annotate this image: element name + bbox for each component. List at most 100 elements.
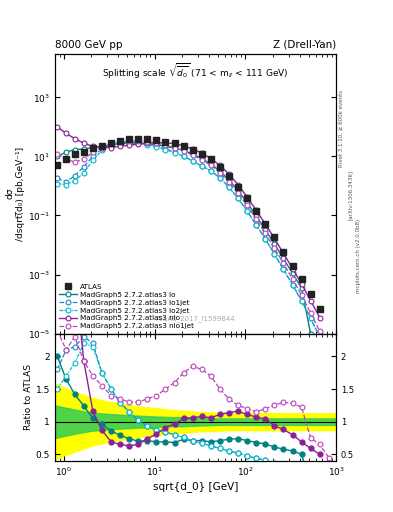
MadGraph5 2.7.2.atlas3 nlo [308, 297, 313, 304]
MadGraph5 2.7.2.atlas3 nlo1jet [254, 216, 259, 222]
MadGraph5 2.7.2.atlas3 nlo1jet [290, 276, 295, 282]
MadGraph5 2.7.2.atlas3 lo [272, 241, 277, 247]
ATLAS [90, 145, 95, 151]
MadGraph5 2.7.2.atlas3 lo2jet [190, 158, 195, 164]
ATLAS [72, 151, 77, 157]
ATLAS [208, 156, 213, 162]
MadGraph5 2.7.2.atlas3 lo [99, 143, 104, 150]
MadGraph5 2.7.2.atlas3 lo2jet [290, 282, 295, 288]
MadGraph5 2.7.2.atlas3 lo [227, 177, 231, 183]
ATLAS [118, 138, 123, 144]
MadGraph5 2.7.2.atlas3 nlo [127, 142, 132, 148]
MadGraph5 2.7.2.atlas3 nlo [154, 140, 159, 146]
MadGraph5 2.7.2.atlas3 nlo [72, 136, 77, 142]
MadGraph5 2.7.2.atlas3 lo [317, 351, 322, 357]
Line: MadGraph5 2.7.2.atlas3 lo2jet: MadGraph5 2.7.2.atlas3 lo2jet [55, 139, 331, 360]
MadGraph5 2.7.2.atlas3 nlo [172, 141, 177, 147]
MadGraph5 2.7.2.atlas3 lo2jet [136, 140, 141, 146]
MadGraph5 2.7.2.atlas3 nlo [281, 250, 286, 256]
MadGraph5 2.7.2.atlas3 lo [64, 149, 68, 155]
MadGraph5 2.7.2.atlas3 nlo1jet [181, 148, 186, 154]
MadGraph5 2.7.2.atlas3 lo2jet [281, 266, 286, 272]
MadGraph5 2.7.2.atlas3 lo2jet [90, 157, 95, 163]
Line: MadGraph5 2.7.2.atlas3 lo1jet: MadGraph5 2.7.2.atlas3 lo1jet [55, 139, 331, 359]
MadGraph5 2.7.2.atlas3 lo [218, 168, 222, 174]
ATLAS [109, 140, 114, 146]
Text: ATLAS_2017_I1599844: ATLAS_2017_I1599844 [156, 316, 235, 323]
MadGraph5 2.7.2.atlas3 lo1jet [200, 163, 204, 169]
ATLAS [218, 164, 222, 170]
MadGraph5 2.7.2.atlas3 nlo1jet [55, 151, 60, 157]
MadGraph5 2.7.2.atlas3 nlo [263, 221, 268, 227]
Text: Z (Drell-Yan): Z (Drell-Yan) [273, 39, 336, 50]
MadGraph5 2.7.2.atlas3 nlo1jet [81, 156, 86, 162]
ATLAS [236, 183, 241, 189]
MadGraph5 2.7.2.atlas3 nlo [236, 182, 241, 188]
ATLAS [299, 276, 304, 282]
MadGraph5 2.7.2.atlas3 nlo [90, 143, 95, 150]
MadGraph5 2.7.2.atlas3 lo [236, 187, 241, 194]
MadGraph5 2.7.2.atlas3 nlo1jet [208, 162, 213, 168]
ATLAS [145, 136, 150, 142]
MadGraph5 2.7.2.atlas3 nlo [118, 143, 123, 150]
ATLAS [64, 156, 68, 162]
MadGraph5 2.7.2.atlas3 lo [81, 146, 86, 152]
MadGraph5 2.7.2.atlas3 lo2jet [154, 144, 159, 150]
MadGraph5 2.7.2.atlas3 nlo [136, 141, 141, 147]
MadGraph5 2.7.2.atlas3 lo1jet [272, 251, 277, 257]
MadGraph5 2.7.2.atlas3 lo1jet [299, 297, 304, 304]
MadGraph5 2.7.2.atlas3 nlo1jet [172, 144, 177, 151]
ATLAS [172, 140, 177, 146]
MadGraph5 2.7.2.atlas3 lo2jet [299, 297, 304, 304]
MadGraph5 2.7.2.atlas3 lo2jet [99, 147, 104, 154]
MadGraph5 2.7.2.atlas3 lo1jet [109, 141, 114, 147]
MadGraph5 2.7.2.atlas3 lo2jet [272, 251, 277, 257]
Legend: ATLAS, MadGraph5 2.7.2.atlas3 lo, MadGraph5 2.7.2.atlas3 lo1jet, MadGraph5 2.7.2: ATLAS, MadGraph5 2.7.2.atlas3 lo, MadGra… [58, 283, 196, 331]
ATLAS [290, 263, 295, 269]
MadGraph5 2.7.2.atlas3 lo1jet [145, 141, 150, 147]
MadGraph5 2.7.2.atlas3 nlo1jet [145, 138, 150, 144]
MadGraph5 2.7.2.atlas3 lo2jet [245, 208, 250, 214]
MadGraph5 2.7.2.atlas3 lo [118, 141, 123, 147]
Line: MadGraph5 2.7.2.atlas3 nlo1jet: MadGraph5 2.7.2.atlas3 nlo1jet [55, 138, 331, 354]
MadGraph5 2.7.2.atlas3 nlo [81, 140, 86, 146]
MadGraph5 2.7.2.atlas3 nlo [200, 150, 204, 156]
MadGraph5 2.7.2.atlas3 nlo1jet [118, 139, 123, 145]
MadGraph5 2.7.2.atlas3 nlo1jet [64, 156, 68, 162]
MadGraph5 2.7.2.atlas3 lo2jet [254, 222, 259, 228]
MadGraph5 2.7.2.atlas3 nlo1jet [272, 245, 277, 251]
MadGraph5 2.7.2.atlas3 nlo [208, 156, 213, 162]
Line: MadGraph5 2.7.2.atlas3 nlo: MadGraph5 2.7.2.atlas3 nlo [55, 124, 322, 320]
MadGraph5 2.7.2.atlas3 lo [154, 142, 159, 148]
ATLAS [99, 143, 104, 149]
MadGraph5 2.7.2.atlas3 nlo [254, 207, 259, 214]
ATLAS [263, 221, 268, 227]
MadGraph5 2.7.2.atlas3 lo2jet [308, 315, 313, 322]
MadGraph5 2.7.2.atlas3 lo [290, 270, 295, 276]
MadGraph5 2.7.2.atlas3 lo2jet [181, 154, 186, 160]
MadGraph5 2.7.2.atlas3 lo2jet [64, 182, 68, 188]
MadGraph5 2.7.2.atlas3 nlo1jet [317, 328, 322, 334]
MadGraph5 2.7.2.atlas3 lo1jet [154, 143, 159, 150]
MadGraph5 2.7.2.atlas3 lo [200, 156, 204, 162]
MadGraph5 2.7.2.atlas3 lo2jet [227, 184, 231, 190]
MadGraph5 2.7.2.atlas3 nlo [299, 281, 304, 287]
MadGraph5 2.7.2.atlas3 lo1jet [308, 315, 313, 322]
MadGraph5 2.7.2.atlas3 lo2jet [127, 139, 132, 145]
ATLAS [190, 146, 195, 153]
MadGraph5 2.7.2.atlas3 lo1jet [290, 282, 295, 288]
ATLAS [55, 162, 60, 168]
MadGraph5 2.7.2.atlas3 lo2jet [172, 150, 177, 156]
MadGraph5 2.7.2.atlas3 nlo [317, 314, 322, 321]
ATLAS [254, 208, 259, 214]
MadGraph5 2.7.2.atlas3 nlo1jet [236, 190, 241, 196]
MadGraph5 2.7.2.atlas3 nlo1jet [99, 144, 104, 151]
MadGraph5 2.7.2.atlas3 lo1jet [263, 236, 268, 242]
MadGraph5 2.7.2.atlas3 lo [181, 147, 186, 154]
MadGraph5 2.7.2.atlas3 nlo [290, 265, 295, 271]
MadGraph5 2.7.2.atlas3 nlo1jet [90, 149, 95, 155]
MadGraph5 2.7.2.atlas3 lo2jet [218, 175, 222, 181]
ATLAS [200, 151, 204, 157]
MadGraph5 2.7.2.atlas3 nlo [181, 143, 186, 149]
ATLAS [181, 143, 186, 150]
